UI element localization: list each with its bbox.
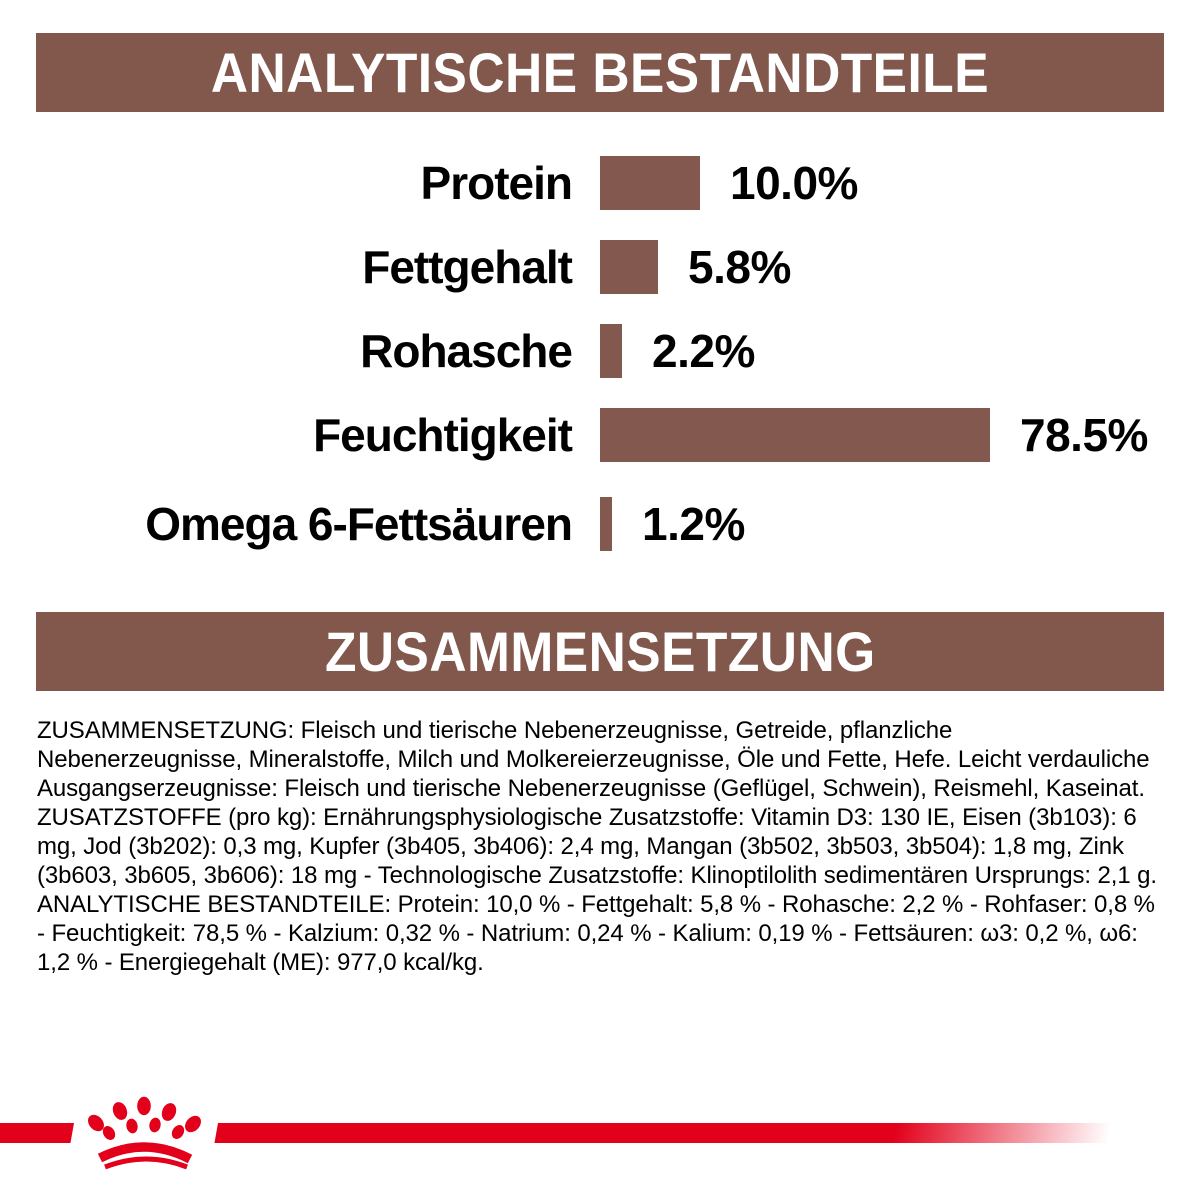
chart-bar-omega-6-fetts-uren — [600, 497, 612, 551]
chart-label-rohasche: Rohasche — [360, 325, 573, 377]
chart-bar-feuchtigkeit — [600, 408, 990, 462]
chart-value-feuchtigkeit: 78.5% — [1020, 409, 1148, 461]
composition-banner: ZUSAMMENSETZUNG — [36, 612, 1164, 691]
chart-bar-rohasche — [600, 324, 622, 378]
brand-line-right — [214, 1123, 1200, 1143]
chart-label-omega-6-fetts-uren: Omega 6-Fettsäuren — [145, 498, 573, 550]
royal-canin-crown-logo — [88, 1096, 201, 1170]
chart-value-rohasche: 2.2% — [652, 325, 755, 377]
crown-outer-dots — [88, 1096, 201, 1133]
analytic-banner-title: ANALYTISCHE BESTANDTEILE — [210, 41, 990, 104]
chart-label-fettgehalt: Fettgehalt — [362, 241, 573, 293]
chart-row-feuchtigkeit: Feuchtigkeit 78.5% — [36, 408, 1164, 462]
composition-banner-title: ZUSAMMENSETZUNG — [324, 620, 876, 683]
chart-label-protein: Protein — [420, 157, 573, 209]
brand-line-left — [0, 1123, 75, 1143]
additives-paragraph: ZUSATZSTOFFE (pro kg): Ernährungsphysiol… — [37, 804, 1157, 889]
chart-value-fettgehalt: 5.8% — [688, 241, 791, 293]
chart-bar-protein — [600, 156, 700, 210]
crown-inner-dots — [102, 1117, 185, 1140]
analytic-constituents-paragraph: ANALYTISCHE BESTANDTEILE: Protein: 10,0 … — [37, 891, 1155, 976]
chart-row-fettgehalt: Fettgehalt 5.8% — [36, 240, 1164, 294]
analytic-components-banner: ANALYTISCHE BESTANDTEILE — [36, 33, 1164, 112]
analytic-components-bar-chart: Protein 10.0% Fettgehalt 5.8% Rohasche 2.2% Fe… — [36, 156, 1164, 581]
label-text-block: ZUSAMMENSETZUNG: Fleisch und tierische N… — [37, 716, 1163, 977]
chart-row-rohasche: Rohasche 2.2% — [36, 324, 1164, 378]
chart-row-omega-6-fetts-uren: Omega 6-Fettsäuren 1.2% — [36, 497, 1164, 551]
composition-paragraph: ZUSAMMENSETZUNG: Fleisch und tierische N… — [37, 717, 1150, 802]
chart-bar-fettgehalt — [600, 240, 658, 294]
chart-label-feuchtigkeit: Feuchtigkeit — [313, 409, 573, 461]
chart-row-protein: Protein 10.0% — [36, 156, 1164, 210]
crown-base-arcs — [97, 1142, 193, 1170]
chart-value-omega-6-fetts-uren: 1.2% — [642, 498, 745, 550]
chart-value-protein: 10.0% — [730, 157, 858, 209]
